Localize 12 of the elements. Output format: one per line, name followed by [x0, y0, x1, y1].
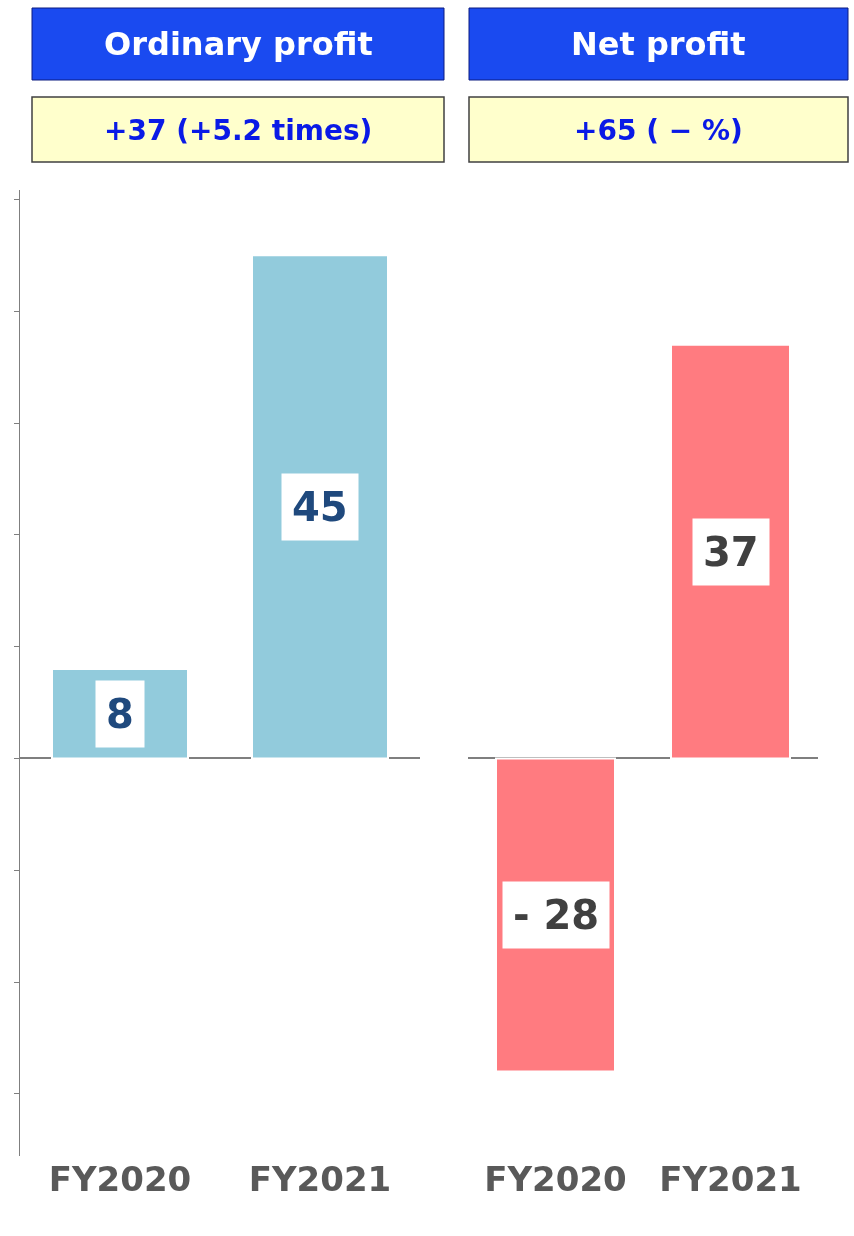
x-tick-label: FY2021 — [248, 1159, 392, 1199]
x-tick-label: FY2020 — [48, 1159, 192, 1199]
chart-title: Ordinary profit — [104, 25, 373, 63]
data-label: - 28 — [513, 892, 600, 938]
chart-subtitle: +37 (+5.2 times) — [104, 114, 373, 147]
data-label: 45 — [292, 484, 348, 530]
chart-subtitle: +65 ( − %) — [574, 114, 743, 147]
x-tick-label: FY2021 — [659, 1159, 802, 1199]
data-label: 37 — [703, 529, 759, 575]
data-label: 8 — [106, 691, 134, 737]
chart-title: Net profit — [571, 25, 746, 63]
x-tick-label: FY2020 — [484, 1159, 627, 1199]
